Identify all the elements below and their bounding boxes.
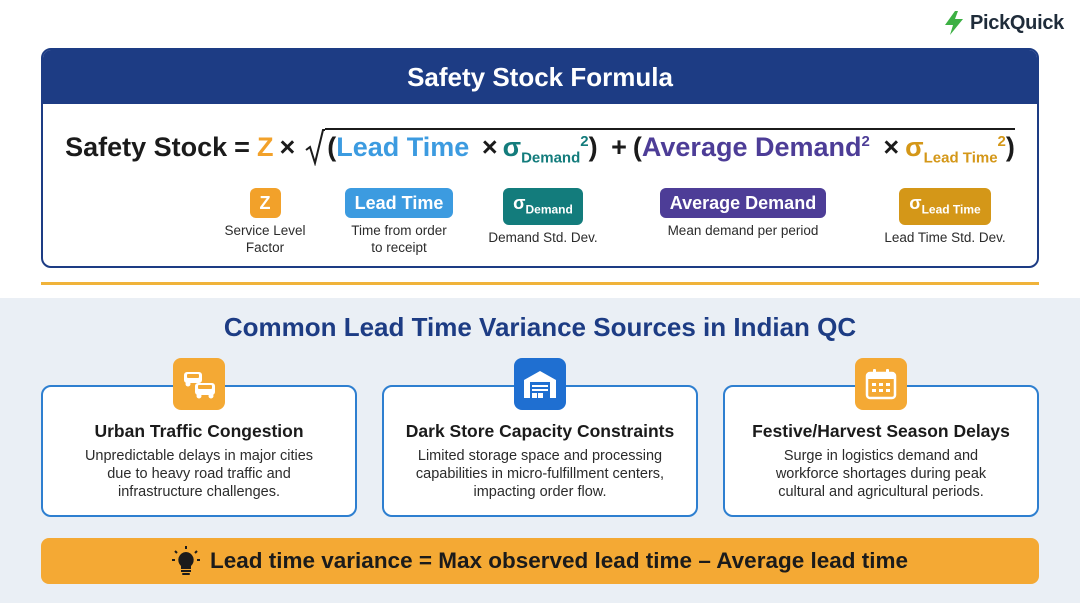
card-title: Festive/Harvest Season Delays [752,421,1010,441]
formula-sigma-demand: σDemand2 [502,132,589,167]
calendar-icon [855,358,907,410]
formula-times: × [883,132,900,162]
lightbulb-icon [171,546,200,575]
radical-sign-icon [305,129,326,167]
formula-average-demand: Average Demand2 [641,132,870,162]
formula-z: Z [256,131,274,162]
legend-symbol: Lead Time [344,188,454,218]
card-desc: Unpredictable delays in major cities due … [84,448,314,500]
divider [41,282,1039,285]
formula-card: Safety Stock Formula Safety Stock = Z × … [41,48,1039,268]
radicand: (Lead Time × σDemand2) + (Average Demand2 … [325,128,1015,166]
legend-desc: Lead Time Std. Dev. [884,229,1006,245]
formula-plus: + [611,132,627,162]
card-desc: Limited storage space and processing capa… [415,448,665,500]
warehouse-icon [514,358,566,410]
legend-desc: Service Level [224,223,306,238]
formula-times: × [279,131,296,162]
lead-time-variance-banner: Lead time variance = Max observed lead t… [41,538,1039,584]
formula-lhs: Safety Stock [65,131,228,162]
card-desc: Surge in logistics demand and workforce s… [775,448,987,500]
paren-close: ) [588,132,598,162]
card-title: Urban Traffic Congestion [94,421,304,441]
legend-symbol: σLead Time [899,188,991,225]
paren-open: ( [632,132,642,162]
legend-symbol: Z [249,188,281,218]
brand-logo: PickQuick [942,10,1064,36]
safety-stock-formula: Safety Stock = Z × (Lead Time × σDemand2)… [43,128,1037,166]
legend-desc: Time from order [351,223,447,238]
legend-desc: Factor [245,240,285,255]
formula-title: Safety Stock Formula [43,50,1037,104]
paren-close: ) [1005,132,1015,162]
legend-item-z: Z Service Level Factor [165,188,365,256]
formula-times: × [481,132,498,162]
formula-lead-time: Lead Time [336,132,470,162]
paren-open: ( [327,132,337,162]
legend-desc: Demand Std. Dev. [488,229,598,245]
formula-sigma-lead-time: σLead Time2 [905,132,1006,167]
legend-symbol: Average Demand [659,188,827,218]
card-title: Dark Store Capacity Constraints [405,421,675,441]
legend-symbol: σDemand [503,188,583,225]
square-root: (Lead Time × σDemand2) + (Average Demand2 … [305,128,1015,166]
legend-item-sigma-demand: σDemand Demand Std. Dev. [443,188,643,246]
formula-equals: = [234,131,250,162]
banner-text: Lead time variance = Max observed lead t… [209,548,909,573]
brand-name: PickQuick [969,11,1064,34]
lightning-bolt-icon [944,11,963,35]
legend-item-average-demand: Average Demand Mean demand per period [643,188,843,239]
section-title: Common Lead Time Variance Sources in Ind… [223,312,857,342]
legend-item-sigma-lead-time: σLead Time Lead Time Std. Dev. [845,188,1037,246]
traffic-cars-icon [173,358,225,410]
legend-desc: Mean demand per period [667,223,819,238]
legend-desc: to receipt [371,240,427,255]
legend-item-lead-time: Lead Time Time from order to receipt [299,188,499,256]
